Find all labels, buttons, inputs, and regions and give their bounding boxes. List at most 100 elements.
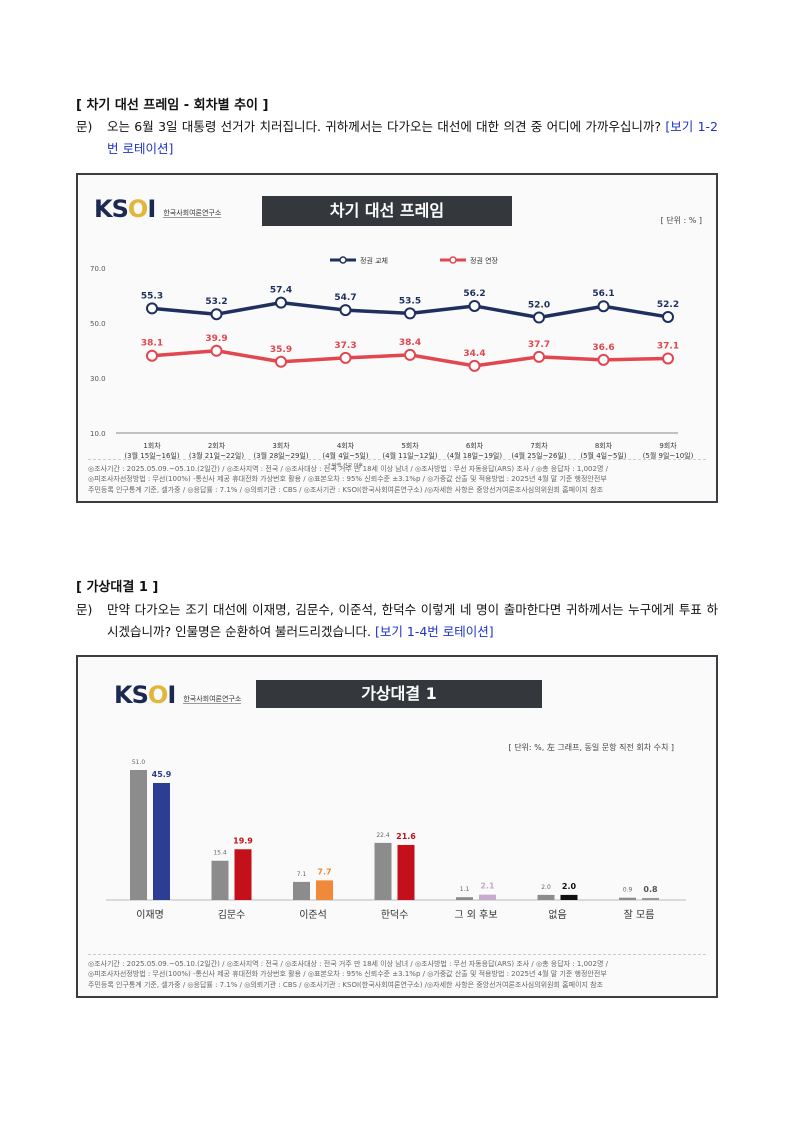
bar-label-previous: 51.0 bbox=[132, 759, 146, 766]
data-label: 53.2 bbox=[205, 297, 227, 307]
question-label: 문) bbox=[76, 602, 93, 617]
chart2-footer: ◎조사기간 : 2025.05.09.~05.10.(2일간) / ◎조사지역 … bbox=[88, 953, 706, 991]
bar-previous bbox=[537, 894, 555, 900]
data-label: 56.1 bbox=[592, 289, 614, 299]
bar-label-current: 2.1 bbox=[480, 882, 495, 891]
unit-label: [ 단위: %, 左 그래프, 동일 문항 직전 회차 수치 ] bbox=[508, 743, 674, 752]
x-tick-date: (5월 4일~5일) bbox=[580, 451, 627, 460]
section1-question: 문) 오는 6월 3일 대통령 선거가 치러집니다. 귀하께서는 다가오는 대선… bbox=[76, 116, 718, 160]
legend-marker bbox=[339, 256, 347, 264]
data-point bbox=[275, 355, 287, 368]
rotation-note: [보기 1-2번 로테이션] bbox=[107, 119, 718, 156]
bar-current bbox=[479, 894, 496, 900]
bar-label-current: 2.0 bbox=[562, 882, 577, 891]
data-label: 37.7 bbox=[528, 340, 550, 350]
section2-title: [ 가상대결 1 ] bbox=[76, 580, 159, 595]
bar-current bbox=[234, 849, 252, 900]
footer-line: ◎피조사자선정방법 : 무선(100%) -통신사 제공 휴대전화 가상번호 활… bbox=[88, 475, 607, 483]
logo-mark: KSOI bbox=[94, 195, 156, 223]
data-point bbox=[339, 351, 352, 364]
y-tick-label: 10.0 bbox=[90, 430, 106, 438]
bar-previous bbox=[456, 897, 473, 900]
x-tick-label: 2회차 bbox=[208, 441, 226, 450]
x-tick-date: (4월 25일~26일) bbox=[511, 451, 566, 460]
data-point bbox=[597, 300, 610, 313]
bar-label-previous: 1.1 bbox=[460, 886, 470, 893]
x-tick-label: 6회차 bbox=[466, 441, 484, 450]
category-label: 한덕수 bbox=[381, 909, 409, 921]
data-point bbox=[404, 348, 416, 361]
bar-label-current: 45.9 bbox=[152, 770, 172, 779]
data-point bbox=[404, 307, 416, 320]
bar-label-previous: 7.1 bbox=[297, 871, 307, 878]
x-tick-label: 4회차 bbox=[337, 441, 355, 450]
section1-title: [ 차기 대선 프레임 - 회차별 추이 ] bbox=[76, 98, 269, 113]
footer-line: 주민등록 인구통계 기준, 셀가중 / ◎응답률 : 7.1% / ◎의뢰기관 … bbox=[88, 980, 604, 989]
footer-line: 주민등록 인구통계 기준, 셀가중 / ◎응답률 : 7.1% / ◎의뢰기관 … bbox=[88, 485, 604, 494]
data-label: 34.4 bbox=[463, 349, 485, 359]
data-label: 38.1 bbox=[141, 339, 163, 349]
ksoi-logo: KSOI 한국사회여론연구소 bbox=[94, 195, 222, 223]
bar-chart: 51.0 45.9 이재명 15.4 19.9 김문수 7.1 7.7 이준석 22.4 21.6 한… bbox=[106, 759, 686, 921]
data-label: 39.9 bbox=[205, 334, 227, 344]
category-label: 없음 bbox=[548, 908, 566, 921]
bar-current bbox=[397, 844, 415, 900]
y-tick-label: 50.0 bbox=[90, 320, 106, 328]
data-point bbox=[662, 310, 674, 323]
data-label: 52.0 bbox=[528, 301, 550, 311]
data-label: 37.3 bbox=[334, 341, 356, 351]
data-point bbox=[146, 302, 158, 315]
bar-label-previous: 15.4 bbox=[213, 850, 227, 857]
bar-label-current: 21.6 bbox=[396, 832, 416, 841]
bar-current bbox=[642, 897, 659, 900]
data-point bbox=[468, 299, 481, 312]
bar-previous bbox=[619, 897, 636, 900]
bar-label-previous: 22.4 bbox=[376, 832, 390, 839]
data-label: 38.4 bbox=[399, 338, 421, 348]
question-label: 문) bbox=[76, 119, 93, 134]
x-tick-date: (4월 11일~12일) bbox=[382, 451, 437, 460]
footer-line: ◎조사기간 : 2025.05.09.~05.10.(2일간) / ◎조사지역 … bbox=[88, 464, 608, 473]
x-tick-date: (4월 18일~19일) bbox=[447, 451, 502, 460]
unit-label: [ 단위 : % ] bbox=[660, 216, 702, 225]
x-tick-label: 1회차 bbox=[143, 441, 161, 450]
data-point bbox=[468, 359, 481, 372]
bar-label-previous: 0.9 bbox=[623, 887, 633, 894]
data-label: 55.3 bbox=[141, 291, 163, 301]
y-tick-label: 30.0 bbox=[90, 375, 106, 383]
legend-marker bbox=[449, 256, 457, 264]
y-tick-label: 70.0 bbox=[90, 265, 106, 273]
logo-subtitle: 한국사회여론연구소 bbox=[163, 208, 222, 218]
line-chart: 70.0 50.0 30.0 10.0 정권 교체 정권 연장 55.3 53.2 57.4 54… bbox=[90, 256, 694, 469]
category-label: 이준석 bbox=[299, 909, 327, 921]
data-point bbox=[662, 352, 674, 365]
data-point bbox=[533, 311, 545, 324]
bar-current bbox=[316, 880, 333, 900]
x-tick-date: (3월 15일~16일) bbox=[124, 451, 179, 460]
chart2-panel: KSOI 한국사회여론연구소 가상대결 1 [ 단위: %, 左 그래프, 동일… bbox=[76, 655, 718, 998]
x-tick-date: (3월 21일~22일) bbox=[189, 451, 244, 460]
bar-current bbox=[560, 894, 578, 900]
data-label: 54.7 bbox=[334, 293, 356, 303]
rotation-note: [보기 1-4번 로테이션] bbox=[375, 624, 494, 639]
data-label: 35.9 bbox=[270, 345, 292, 355]
category-label: 김문수 bbox=[218, 909, 246, 921]
footer-line: ◎조사기간 : 2025.05.09.~05.10.(2일간) / ◎조사지역 … bbox=[88, 959, 608, 968]
section2-question: 문) 만약 다가오는 조기 대선에 이재명, 김문수, 이준석, 한덕수 이렇게… bbox=[76, 599, 718, 643]
data-label: 36.6 bbox=[592, 343, 614, 353]
data-label: 53.5 bbox=[399, 296, 421, 306]
data-point bbox=[210, 308, 223, 321]
bar-label-current: 7.7 bbox=[317, 867, 331, 876]
data-point bbox=[275, 296, 287, 309]
category-label: 그 외 후보 bbox=[454, 909, 497, 921]
bar-label-current: 0.8 bbox=[643, 885, 658, 894]
chart1-panel: KSOI 한국사회여론연구소 차기 대선 프레임 [ 단위 : % ] 70.0… bbox=[76, 173, 718, 503]
bar-current bbox=[153, 783, 170, 900]
legend-label: 정권 연장 bbox=[470, 256, 499, 265]
question-text: 만약 다가오는 조기 대선에 이재명, 김문수, 이준석, 한덕수 이렇게 네 … bbox=[107, 602, 718, 639]
chart1-footer: ◎조사기간 : 2025.05.09.~05.10.(2일간) / ◎조사지역 … bbox=[88, 458, 706, 496]
x-tick-label: 3회차 bbox=[272, 441, 290, 450]
x-tick-label: 9회차 bbox=[659, 441, 677, 450]
legend-label: 정권 교체 bbox=[360, 256, 388, 265]
data-label: 52.2 bbox=[657, 300, 679, 310]
